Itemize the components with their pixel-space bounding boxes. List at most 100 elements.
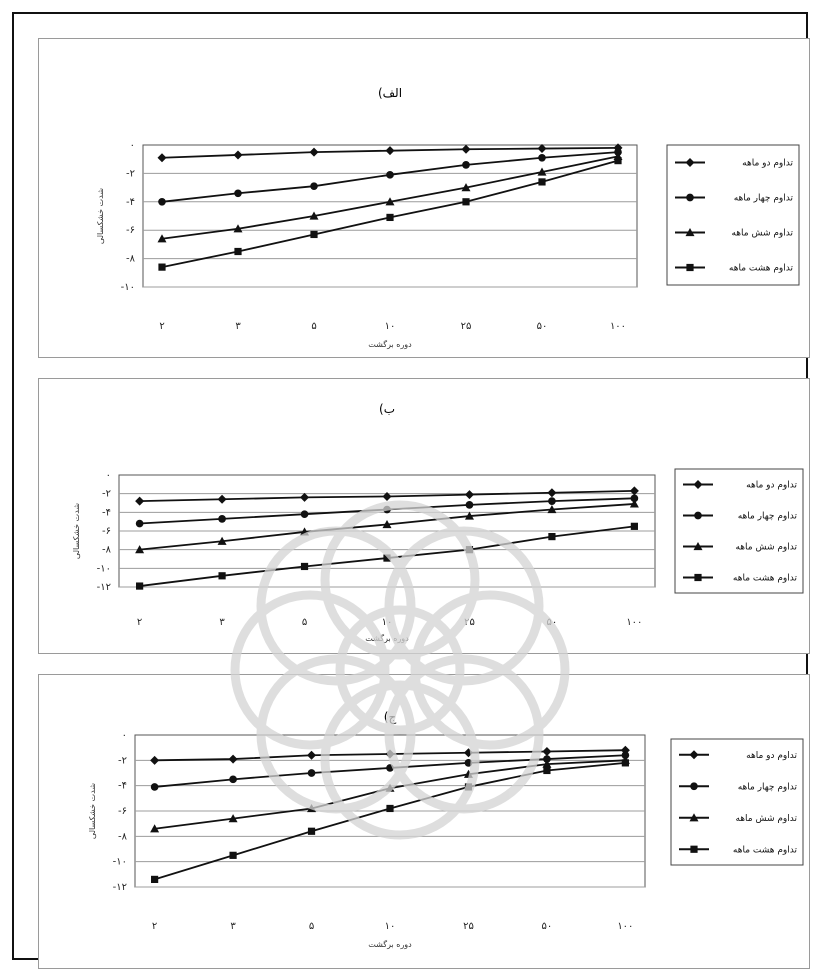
x-axis-label: دوره برگشت (365, 633, 409, 643)
data-point (228, 814, 238, 823)
data-point (462, 161, 470, 169)
data-point (537, 167, 547, 176)
legend-label: تداوم هشت ماهه (729, 264, 794, 274)
data-point (234, 247, 242, 256)
x-tick-label: ۲۵ (463, 921, 474, 932)
data-point (383, 554, 391, 562)
legend-label: تداوم دو ماهه (742, 159, 793, 169)
line-chart-be: ۰ -۲ -۴ -۶ -۸ -۱۰ -۱۲ (ب ۲ ۳ ۵ ۱۰ ۲۵ ۵۰ ۱۰۰ دوره برگشت ش… (72, 402, 804, 643)
data-point (382, 491, 392, 501)
x-tick-label: ۳ (219, 617, 225, 628)
chart-panel-jim: ۰ -۲ -۴ -۶ -۸ -۱۰ -۱۲ (ج ۲ ۳ ۵ ۱۰ ۲۵ ۵۰ ۱۰۰ دوره برگشت ش… (38, 674, 810, 969)
legend-label: تداوم شش ماهه (735, 543, 797, 553)
data-point (465, 501, 474, 509)
x-axis-label: دوره برگشت (368, 939, 412, 949)
legend-label: تداوم دو ماهه (746, 751, 797, 761)
x-axis-label: دوره برگشت (368, 339, 412, 349)
y-tick-label: -۸ (118, 831, 128, 842)
x-tick-label: ۱۰ (385, 321, 396, 332)
data-point (538, 178, 546, 186)
legend-marker (694, 511, 702, 520)
data-point (629, 486, 639, 496)
x-tick-label: ۱۰ (385, 921, 396, 932)
data-point (543, 755, 551, 763)
legend-marker (685, 228, 695, 237)
data-point (229, 775, 237, 784)
data-point (542, 759, 552, 768)
x-tick-label: ۲ (159, 321, 164, 332)
legend-marker (694, 573, 702, 582)
x-tick-label: ۳ (235, 321, 241, 332)
data-point (630, 494, 639, 503)
x-tick-label: ۳ (230, 921, 236, 932)
data-point (300, 492, 310, 502)
data-point (234, 189, 242, 198)
x-tick-label: ۲ (152, 921, 157, 932)
y-tick-label: -۶ (118, 806, 127, 817)
y-axis-label: شدت خشکسالی (96, 188, 105, 244)
data-point (218, 515, 226, 523)
y-axis-label: شدت خشکسالی (88, 783, 97, 839)
legend-label: تداوم دو ماهه (746, 481, 797, 491)
chart-title: (ج (384, 710, 397, 724)
y-tick-label: -۱۰ (121, 282, 135, 293)
data-point (620, 745, 630, 755)
data-point (621, 759, 629, 767)
data-point (307, 827, 316, 835)
y-tick-label: -۲ (126, 168, 135, 179)
data-point (464, 783, 473, 791)
legend-marker (685, 158, 695, 167)
data-point (543, 766, 551, 775)
chart-panel-alef: ۰ -۲ -۴ -۶ -۸ -۱۰ (الف ۲ ۳ ۵ ۱۰ ۲۵ ۵۰ ۱۰۰ دوره برگشت شد… (38, 38, 810, 358)
legend-marker (693, 542, 703, 551)
legend-marker (693, 480, 703, 489)
y-tick-label: -۴ (126, 197, 135, 208)
data-point (462, 198, 470, 206)
data-point (461, 183, 471, 192)
y-tick-label: ۰ (130, 140, 135, 151)
x-tick-label: ۵۰ (547, 617, 558, 628)
legend-marker (690, 845, 698, 853)
data-point (150, 783, 159, 791)
chart-title: (ب (379, 402, 395, 416)
chart-title: (الف (378, 86, 402, 100)
y-tick-label: -۱۰ (113, 857, 127, 868)
data-point (309, 211, 319, 220)
data-point (229, 851, 237, 859)
legend-marker (686, 193, 694, 202)
data-point (157, 153, 167, 163)
y-axis-label: شدت خشکسالی (72, 503, 81, 559)
x-tick-label: ۱۰۰ (617, 921, 633, 932)
x-tick-label: ۲۵ (461, 321, 472, 332)
y-tick-label: -۸ (102, 545, 112, 556)
line-chart-jim: ۰ -۲ -۴ -۶ -۸ -۱۰ -۱۲ (ج ۲ ۳ ۵ ۱۰ ۲۵ ۵۰ ۱۰۰ دوره برگشت ش… (88, 710, 804, 949)
data-point (310, 182, 318, 191)
data-point (217, 536, 227, 545)
y-tick-label: -۶ (102, 526, 111, 537)
data-point (135, 519, 144, 528)
data-point (136, 582, 144, 590)
y-tick-label: ۰ (122, 730, 127, 741)
data-point (150, 755, 160, 765)
legend-marker (686, 263, 694, 272)
data-point (158, 263, 166, 271)
legend-marker (689, 750, 699, 760)
data-point (465, 546, 474, 554)
y-tick-label: -۴ (118, 781, 127, 792)
data-point (217, 494, 227, 504)
data-point (547, 505, 557, 514)
data-point (135, 545, 145, 554)
legend-label: تداوم هشت ماهه (733, 574, 798, 584)
y-tick-label: -۱۲ (113, 882, 127, 893)
data-point (385, 146, 395, 156)
data-point (547, 488, 557, 498)
figure-frame: ۰ -۲ -۴ -۶ -۸ -۱۰ (الف ۲ ۳ ۵ ۱۰ ۲۵ ۵۰ ۱۰۰ دوره برگشت شد… (12, 12, 810, 969)
legend-label: تداوم چهار ماهه (738, 782, 798, 792)
y-tick-label: -۸ (126, 254, 136, 265)
data-point (464, 490, 474, 500)
data-point (310, 230, 318, 239)
y-tick-label: ۰ (106, 470, 111, 481)
legend-box (670, 738, 804, 866)
data-point (228, 754, 238, 764)
data-point (150, 824, 160, 833)
